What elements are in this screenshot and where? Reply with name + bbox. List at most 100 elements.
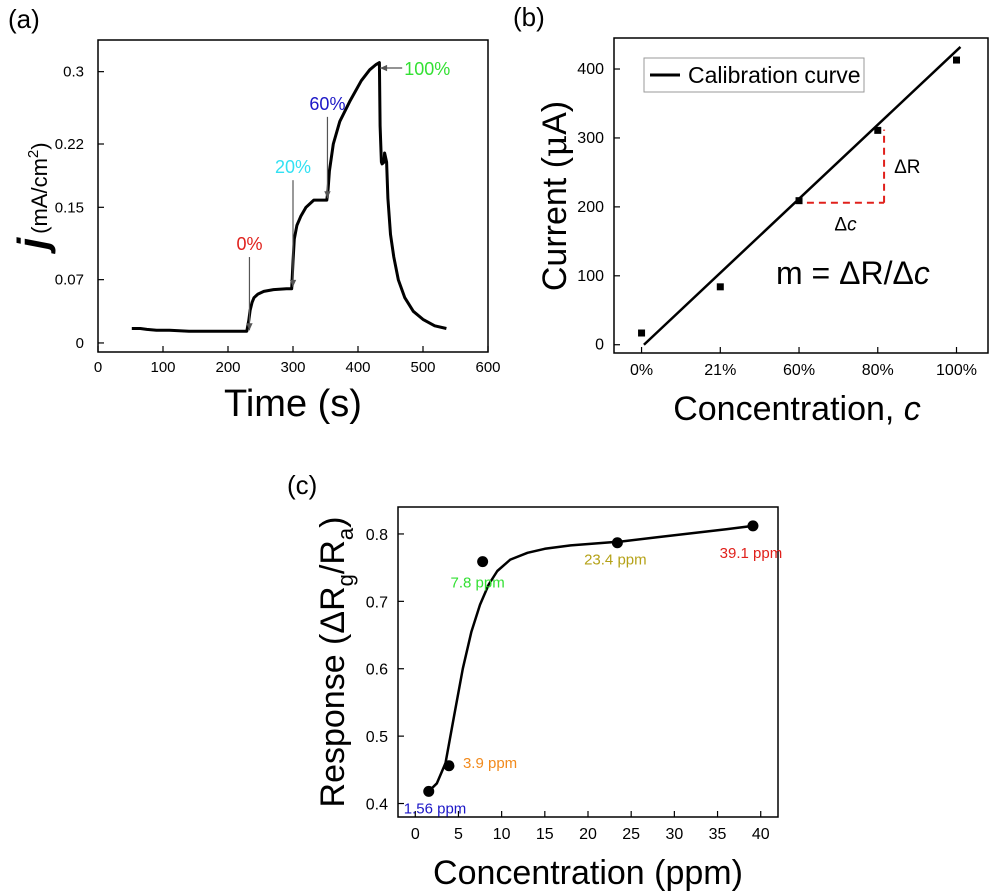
panel-b-x-label-italic: c	[904, 390, 921, 428]
panel-b-y-label-suffix: A)	[536, 101, 574, 135]
concentration-label: 7.8 ppm	[451, 575, 505, 592]
panel-b-fit-line	[643, 46, 962, 346]
panel-a-annotations: 0% 20% 60% 100%	[236, 59, 450, 331]
svg-text:j(mA/cm2): j (mA/cm2)	[9, 142, 56, 254]
concentration-label: 3.9 ppm	[463, 755, 517, 772]
panel-b-y-axis-label: Current (μA)	[535, 101, 575, 291]
panel-a-y-unit-prefix: (mA/cm	[27, 158, 52, 234]
panel-b-y-label-mu: μ	[535, 135, 575, 157]
x-tick-label: 0	[411, 826, 420, 843]
panel-c-fit-curve	[427, 524, 754, 793]
x-tick-label: 500	[410, 359, 435, 376]
x-tick-label: 100	[150, 359, 175, 376]
panel-a: (a) 0 100 200 300 400 500 60000.070.150.220.3 …	[8, 4, 501, 425]
panel-c: (c) 0 5 10 15 20 25 30 35 40 0.4 0.5 0.6 0.7 0.8 1.56…	[287, 470, 782, 892]
x-tick-label: 60%	[783, 362, 815, 379]
legend-label: Calibration curve	[688, 62, 861, 88]
panel-a-y-unit-exp: 2	[25, 150, 42, 158]
panel-a-series	[131, 61, 447, 333]
concentration-label: 1.56 ppm	[404, 800, 467, 817]
slope-equation-italic: c	[914, 255, 930, 291]
concentration-label: 23.4 ppm	[584, 552, 647, 569]
panel-a-ticks: 0 100 200 300 400 500 600 0 0.07 0.15 0.22 0.3	[55, 64, 501, 376]
annotation-arrowhead	[324, 191, 331, 199]
panel-b-legend: Calibration curve	[643, 57, 865, 93]
response-data-point	[611, 537, 623, 549]
x-tick-label: 20	[579, 826, 597, 843]
y-tick-label: 100	[577, 268, 604, 285]
panel-b: (b) 0% 21% 60% 80% 100% 0 100 200 300 400 Calibra…	[513, 2, 989, 428]
calibration-data-point	[716, 283, 724, 291]
x-tick-label: 21%	[704, 362, 736, 379]
svg-text:Response (ΔRg/Ra): Response (ΔRg/Ra)	[314, 517, 358, 808]
x-tick-label: 5	[454, 826, 463, 843]
x-tick-label: 15	[536, 826, 554, 843]
x-tick-label: 300	[280, 359, 305, 376]
calibration-data-point	[874, 126, 882, 134]
delta-c-italic: c	[847, 215, 857, 236]
panel-c-y-axis-label: Response (ΔRg/Ra)	[314, 517, 358, 808]
panel-a-label: (a)	[8, 4, 40, 34]
slope-equation: m = ΔR/Δc	[776, 255, 930, 291]
y-tick-label: 0.7	[366, 594, 388, 611]
x-tick-label: 600	[475, 359, 500, 376]
annotation-arrowhead	[246, 323, 253, 331]
x-tick-label: 400	[345, 359, 370, 376]
calibration-data-point	[795, 197, 803, 205]
annotation-arrowhead	[289, 279, 297, 287]
x-tick-label: 200	[215, 359, 240, 376]
panel-a-y-unit-suffix: )	[27, 142, 52, 149]
x-tick-label: 10	[493, 826, 511, 843]
concentration-label: 39.1 ppm	[720, 545, 783, 562]
response-data-point	[443, 760, 455, 772]
calibration-data-point	[638, 329, 646, 337]
x-tick-label: 35	[709, 826, 727, 843]
annotation-label: 20%	[275, 157, 311, 177]
panel-c-y-label-sub-a: a	[333, 527, 358, 540]
legend-box	[643, 57, 865, 93]
panel-b-y-label-prefix: Current (	[536, 156, 574, 291]
delta-r-label: ΔR	[894, 157, 920, 178]
y-tick-label: 0.22	[55, 136, 84, 153]
y-tick-label: 0.07	[55, 272, 84, 289]
response-data-point	[423, 785, 435, 797]
x-tick-label: 0	[94, 359, 102, 376]
panel-b-x-label-text: Concentration,	[673, 390, 904, 428]
x-tick-label: 0%	[630, 362, 653, 379]
response-data-point	[477, 556, 489, 568]
panel-b-x-axis-label: Concentration, c	[673, 390, 921, 428]
y-tick-label: 0	[76, 335, 84, 352]
panel-c-y-label-mid: /R	[314, 540, 352, 574]
annotation-label: 60%	[309, 94, 345, 114]
y-tick-label: 0.8	[366, 527, 388, 544]
x-tick-label: 80%	[862, 362, 894, 379]
annotation-label: 100%	[404, 59, 450, 79]
panel-c-x-axis-label: Concentration (ppm)	[433, 854, 743, 892]
panel-b-points	[638, 56, 961, 337]
panel-a-y-axis-label: j (mA/cm2)	[9, 142, 56, 254]
panel-a-y-symbol: j	[9, 237, 56, 255]
y-tick-label: 0.6	[366, 662, 388, 679]
y-tick-label: 0.4	[366, 797, 388, 814]
y-tick-label: 400	[577, 61, 604, 78]
calibration-data-point	[953, 56, 961, 64]
response-fit-curve	[427, 524, 754, 793]
current-density-line	[131, 61, 447, 333]
response-data-point	[747, 520, 759, 532]
y-tick-label: 300	[577, 130, 604, 147]
panel-c-y-label-sub-g: g	[333, 574, 358, 586]
panel-c-points: 1.56 ppm 3.9 ppm 7.8 ppm 23.4 ppm 39.1 ppm	[404, 520, 782, 817]
delta-c-label: Δc	[834, 215, 857, 236]
panel-b-plot-frame	[613, 37, 989, 354]
panel-c-ticks: 0 5 10 15 20 25 30 35 40 0.4 0.5 0.6 0.7 0.8	[366, 527, 770, 843]
panel-b-slope-triangle: ΔR Δc	[806, 129, 920, 236]
y-tick-label: 0	[595, 337, 604, 354]
delta-c-prefix: Δ	[834, 215, 847, 236]
y-tick-label: 0.15	[55, 199, 84, 216]
x-tick-label: 100%	[936, 362, 977, 379]
panel-b-ticks: 0% 21% 60% 80% 100% 0 100 200 300 400	[577, 61, 977, 379]
x-tick-label: 40	[752, 826, 770, 843]
slope-equation-text: m = ΔR/Δ	[776, 255, 914, 291]
svg-text:Current (μA): Current (μA)	[535, 101, 575, 291]
